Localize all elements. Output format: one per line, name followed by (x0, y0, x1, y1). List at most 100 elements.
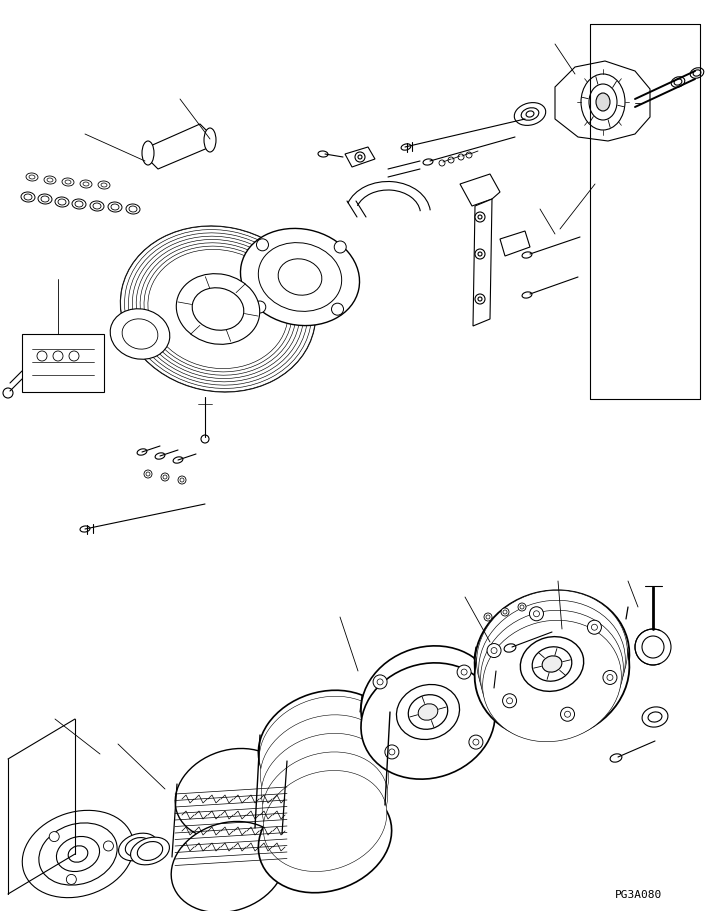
Ellipse shape (111, 205, 119, 210)
Ellipse shape (693, 71, 701, 77)
Ellipse shape (258, 243, 342, 312)
Circle shape (355, 153, 365, 163)
Ellipse shape (262, 733, 388, 836)
Ellipse shape (514, 104, 546, 127)
Polygon shape (473, 200, 492, 327)
Ellipse shape (118, 834, 157, 861)
Ellipse shape (121, 227, 315, 393)
Circle shape (603, 670, 617, 685)
Ellipse shape (474, 602, 630, 740)
Ellipse shape (80, 527, 90, 532)
Ellipse shape (423, 159, 433, 166)
Ellipse shape (610, 754, 622, 763)
Ellipse shape (148, 251, 288, 369)
Ellipse shape (532, 647, 572, 681)
Circle shape (334, 241, 346, 254)
Ellipse shape (98, 182, 110, 189)
Circle shape (358, 156, 362, 159)
Ellipse shape (671, 77, 685, 88)
Ellipse shape (23, 811, 134, 897)
Circle shape (560, 708, 575, 722)
Ellipse shape (581, 75, 625, 131)
Ellipse shape (648, 712, 662, 722)
Circle shape (635, 630, 671, 665)
Ellipse shape (90, 201, 104, 211)
Circle shape (503, 610, 507, 614)
Circle shape (487, 644, 501, 658)
Ellipse shape (258, 785, 392, 893)
Ellipse shape (408, 695, 448, 730)
Circle shape (565, 711, 570, 718)
Circle shape (475, 213, 485, 223)
Ellipse shape (121, 227, 315, 393)
Polygon shape (345, 148, 375, 168)
Circle shape (486, 615, 490, 619)
Circle shape (377, 680, 383, 685)
Circle shape (461, 670, 467, 675)
Ellipse shape (101, 184, 107, 188)
Ellipse shape (596, 94, 610, 112)
Ellipse shape (137, 449, 147, 456)
Ellipse shape (260, 715, 390, 819)
Ellipse shape (642, 707, 668, 727)
Ellipse shape (125, 837, 151, 856)
Ellipse shape (83, 183, 89, 187)
Ellipse shape (47, 179, 53, 183)
Circle shape (518, 603, 526, 611)
Ellipse shape (110, 310, 170, 360)
Circle shape (178, 476, 186, 485)
Ellipse shape (481, 610, 623, 736)
Circle shape (503, 694, 517, 708)
Circle shape (466, 153, 472, 159)
Circle shape (448, 158, 454, 164)
Ellipse shape (262, 752, 388, 855)
Ellipse shape (80, 180, 92, 189)
Polygon shape (460, 175, 500, 207)
Ellipse shape (522, 292, 532, 299)
Circle shape (53, 352, 63, 362)
Ellipse shape (65, 180, 71, 185)
Circle shape (458, 155, 464, 161)
Ellipse shape (72, 200, 86, 210)
Circle shape (478, 298, 482, 302)
Ellipse shape (674, 80, 682, 86)
Circle shape (331, 304, 343, 316)
Ellipse shape (520, 637, 584, 691)
Ellipse shape (175, 749, 289, 840)
Circle shape (475, 250, 485, 260)
Ellipse shape (129, 207, 137, 213)
Circle shape (501, 609, 509, 617)
Ellipse shape (259, 697, 391, 802)
Ellipse shape (173, 457, 183, 464)
Ellipse shape (522, 252, 532, 259)
Circle shape (66, 875, 76, 885)
Bar (22, 334, 104, 393)
Ellipse shape (176, 274, 259, 345)
Ellipse shape (41, 197, 49, 203)
Circle shape (3, 389, 13, 399)
Circle shape (161, 474, 169, 482)
Ellipse shape (474, 590, 630, 728)
Ellipse shape (263, 771, 387, 872)
Ellipse shape (39, 823, 117, 885)
Circle shape (373, 675, 387, 689)
Ellipse shape (44, 177, 56, 185)
Ellipse shape (396, 685, 460, 740)
Circle shape (163, 476, 167, 479)
Ellipse shape (690, 68, 704, 79)
Ellipse shape (133, 237, 304, 383)
Circle shape (146, 473, 150, 476)
Polygon shape (555, 62, 650, 142)
Ellipse shape (130, 837, 169, 865)
Circle shape (520, 605, 524, 609)
Ellipse shape (136, 241, 300, 379)
Circle shape (180, 478, 184, 483)
Circle shape (484, 613, 492, 621)
Ellipse shape (521, 108, 539, 121)
Circle shape (144, 470, 152, 478)
Ellipse shape (108, 203, 122, 213)
Ellipse shape (140, 243, 296, 376)
Ellipse shape (38, 195, 52, 205)
Ellipse shape (75, 201, 83, 208)
Ellipse shape (479, 600, 625, 730)
